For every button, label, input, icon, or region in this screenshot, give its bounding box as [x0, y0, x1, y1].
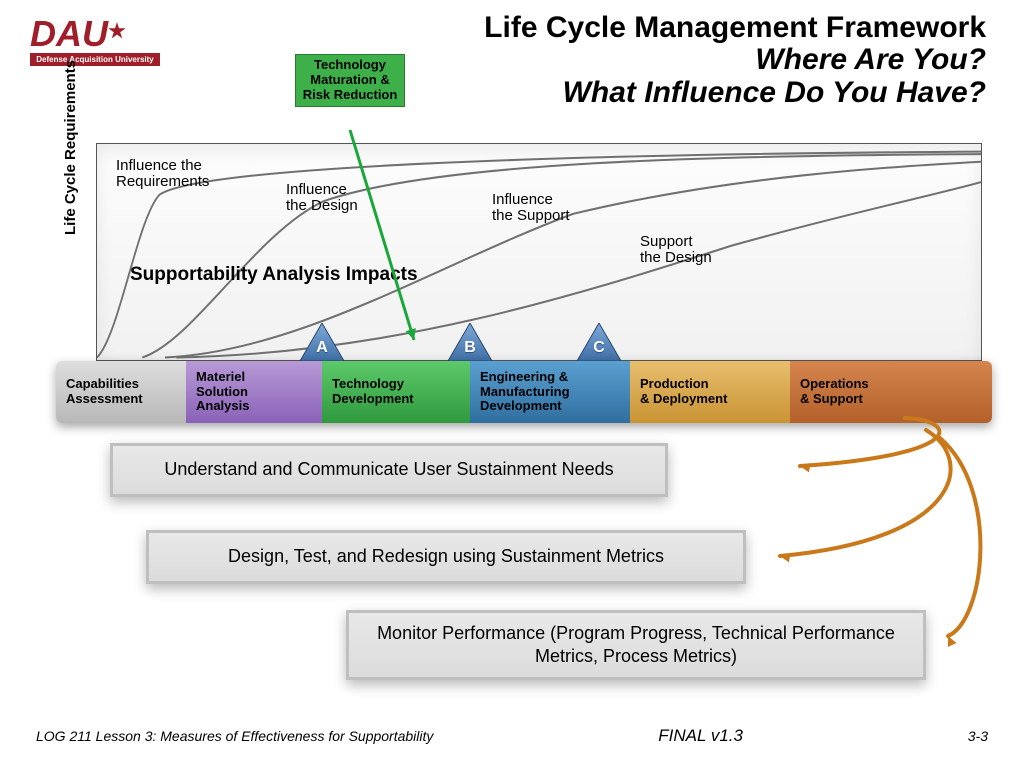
footer-right: 3-3: [968, 728, 988, 744]
phase-segment: Technology Development: [322, 361, 470, 423]
curve-label: Influence the Support: [492, 192, 570, 224]
footer-center: FINAL v1.3: [658, 726, 743, 746]
callout-box: Technology Maturation & Risk Reduction: [295, 54, 405, 107]
curve-label: Support the Design: [640, 234, 712, 266]
y-axis-label: Life Cycle Requirements: [62, 60, 79, 235]
info-box: Understand and Communicate User Sustainm…: [110, 443, 668, 497]
logo-star-icon: [108, 22, 126, 40]
phase-segment: Production & Deployment: [630, 361, 790, 423]
info-box: Monitor Performance (Program Progress, T…: [346, 610, 926, 680]
milestone-b: B: [448, 323, 492, 361]
phase-segment: Engineering & Manufacturing Development: [470, 361, 630, 423]
phase-segment: Operations & Support: [790, 361, 992, 423]
chart-area: [96, 143, 982, 361]
footer: LOG 211 Lesson 3: Measures of Effectiven…: [0, 726, 1024, 746]
sai-label: Supportability Analysis Impacts: [130, 264, 418, 286]
footer-left: LOG 211 Lesson 3: Measures of Effectiven…: [36, 728, 433, 744]
phase-segment: Materiel Solution Analysis: [186, 361, 322, 423]
curve-label: Influence the Requirements: [116, 158, 209, 190]
milestone-a: A: [300, 323, 344, 361]
logo-text: DAU: [30, 13, 108, 54]
title-line-1: Life Cycle Management Framework: [484, 12, 986, 44]
title-line-2: Where Are You?: [484, 44, 986, 76]
curve-label: Influence the Design: [286, 182, 358, 214]
page-title: Life Cycle Management Framework Where Ar…: [484, 12, 986, 109]
logo: DAU Defense Acquisition University: [30, 18, 160, 66]
phase-segment: Capabilities Assessment: [56, 361, 186, 423]
phase-bar: Capabilities AssessmentMateriel Solution…: [56, 361, 992, 423]
milestone-c: C: [577, 323, 621, 361]
logo-band: Defense Acquisition University: [30, 53, 160, 66]
title-line-3: What Influence Do You Have?: [484, 77, 986, 109]
info-box: Design, Test, and Redesign using Sustain…: [146, 530, 746, 584]
